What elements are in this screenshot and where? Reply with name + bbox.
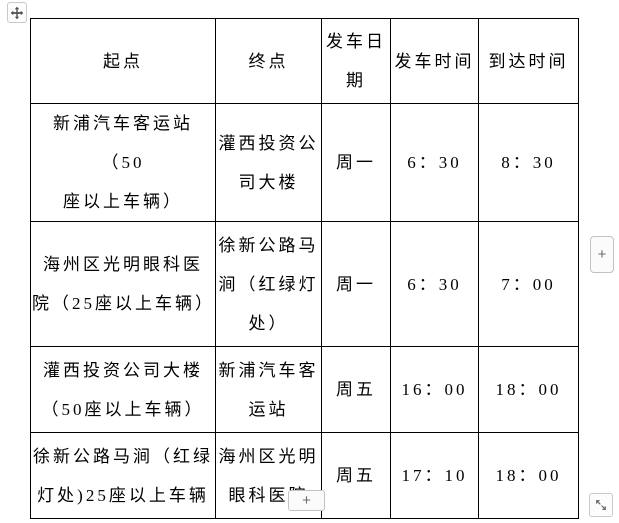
cell-destination[interactable]: 灌西投资公 司大楼 [215, 103, 322, 222]
plus-icon: + [597, 246, 607, 263]
cell-arrive-time[interactable]: 7：00 [478, 221, 579, 347]
cell-depart-time[interactable]: 17：10 [390, 432, 479, 519]
header-destination[interactable]: 终点 [215, 18, 322, 104]
table-header-row: 起点 终点 发车日 期 发车时间 到达时间 [30, 18, 579, 104]
cell-destination[interactable]: 徐新公路马 涧（红绿灯 处） [215, 221, 322, 347]
cell-origin[interactable]: 海州区光明眼科医 院（25座以上车辆） [30, 221, 216, 347]
add-column-button[interactable]: + [590, 236, 614, 273]
cell-origin[interactable]: 徐新公路马涧（红绿 灯处)25座以上车辆 [30, 432, 216, 519]
cell-destination[interactable]: 新浦汽车客 运站 [215, 346, 322, 433]
header-origin[interactable]: 起点 [30, 18, 216, 104]
plus-icon: + [302, 492, 311, 509]
table-row: 新浦汽车客运站（50 座以上车辆） 灌西投资公 司大楼 周一 6：30 8：30 [30, 103, 579, 222]
header-departure-day[interactable]: 发车日 期 [321, 18, 391, 104]
add-row-button[interactable]: + [288, 490, 325, 511]
table-row: 海州区光明眼科医 院（25座以上车辆） 徐新公路马 涧（红绿灯 处） 周一 6：… [30, 221, 579, 347]
table-move-handle[interactable] [7, 2, 27, 23]
cell-day[interactable]: 周一 [321, 103, 391, 222]
move-icon [10, 6, 24, 19]
table-resize-handle[interactable] [589, 493, 613, 517]
cell-day[interactable]: 周五 [321, 346, 391, 433]
cell-origin[interactable]: 灌西投资公司大楼 （50座以上车辆） [30, 346, 216, 433]
cell-arrive-time[interactable]: 18：00 [478, 346, 579, 433]
cell-depart-time[interactable]: 6：30 [390, 103, 479, 222]
header-arrival-time[interactable]: 到达时间 [478, 18, 579, 104]
table-row: 灌西投资公司大楼 （50座以上车辆） 新浦汽车客 运站 周五 16：00 18：… [30, 346, 579, 433]
table-row: 徐新公路马涧（红绿 灯处)25座以上车辆 海州区光明 眼科医院 周五 17：10… [30, 432, 579, 519]
cell-origin[interactable]: 新浦汽车客运站（50 座以上车辆） [30, 103, 216, 222]
cell-arrive-time[interactable]: 18：00 [478, 432, 579, 519]
cell-day[interactable]: 周一 [321, 221, 391, 347]
header-departure-time[interactable]: 发车时间 [390, 18, 479, 104]
cell-arrive-time[interactable]: 8：30 [478, 103, 579, 222]
cell-depart-time[interactable]: 16：00 [390, 346, 479, 433]
resize-diagonal-icon [596, 500, 606, 510]
cell-day[interactable]: 周五 [321, 432, 391, 519]
bus-schedule-table: 起点 终点 发车日 期 发车时间 到达时间 新浦汽车客运站（50 座以上车辆） … [30, 18, 579, 519]
cell-depart-time[interactable]: 6：30 [390, 221, 479, 347]
